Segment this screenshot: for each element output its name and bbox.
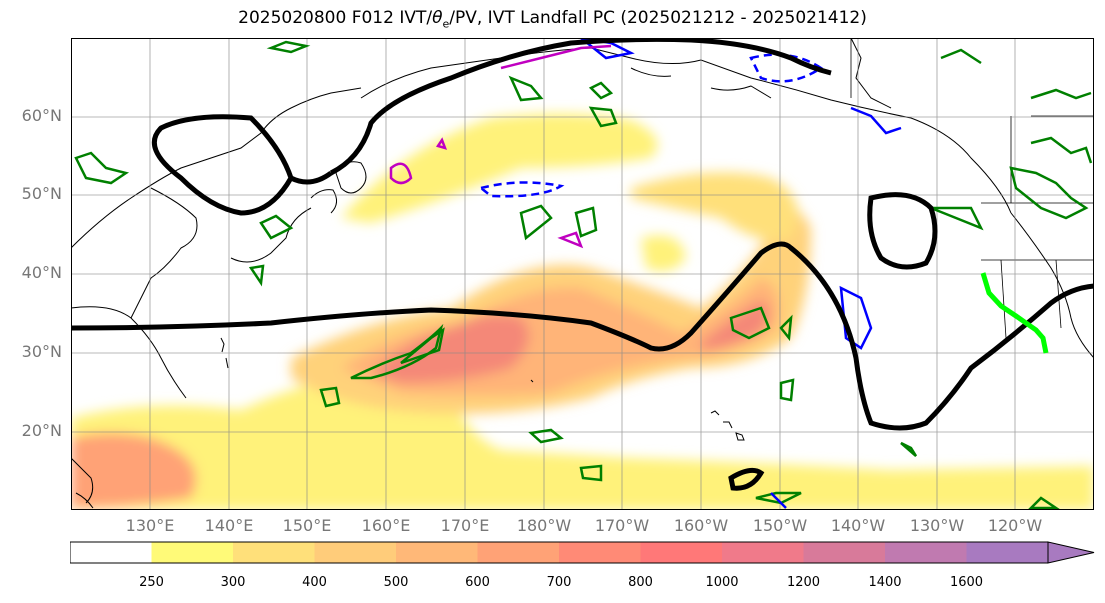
colorbar xyxy=(70,541,1095,564)
colorbar-tick-label: 250 xyxy=(139,575,164,590)
ivt-landfall-line xyxy=(980,272,1049,354)
colorbar-swatch xyxy=(477,542,560,563)
colorbar-outline xyxy=(70,541,1048,564)
state-borders xyxy=(850,38,1094,339)
colorbar-extend-arrow xyxy=(1047,541,1095,564)
theta-e-contours xyxy=(74,40,1093,510)
lon-label: 170°E xyxy=(440,516,490,535)
map-canvas xyxy=(71,38,1094,510)
colorbar-swatch xyxy=(640,542,723,563)
colorbar-swatch xyxy=(233,542,315,563)
pv-contours xyxy=(71,38,1094,491)
purple-contours xyxy=(389,44,612,249)
islands xyxy=(220,337,745,441)
lon-label: 170°W xyxy=(594,516,650,535)
colorbar-swatch xyxy=(396,542,478,563)
lon-label: 150°W xyxy=(752,516,808,535)
colorbar-tick-label: 700 xyxy=(546,575,572,590)
ivt-shading xyxy=(71,113,1094,510)
lat-label: 60°N xyxy=(21,106,62,125)
lon-label: 140°E xyxy=(204,516,254,535)
chart-title: 2025020800 F012 IVT/θe/PV, IVT Landfall … xyxy=(238,8,867,31)
lon-label: 140°W xyxy=(830,516,886,535)
colorbar-tick-label: 600 xyxy=(465,575,490,590)
colorbar-tick-label: 1200 xyxy=(786,575,821,590)
map-panel xyxy=(71,38,1094,510)
lat-label: 40°N xyxy=(21,263,62,282)
colorbar-tick-label: 800 xyxy=(628,575,653,590)
colorbar-tick-label: 1000 xyxy=(705,575,739,590)
colorbar-tick-label: 400 xyxy=(302,575,327,590)
lat-label: 20°N xyxy=(21,421,62,440)
colorbar-swatch xyxy=(803,542,886,563)
colorbar-swatch xyxy=(722,542,804,563)
colorbar-tick-label: 1400 xyxy=(868,575,902,590)
lon-label: 130°E xyxy=(125,516,175,535)
colorbar-swatch xyxy=(70,542,152,563)
lon-label: 160°W xyxy=(673,516,729,535)
lon-label: 130°W xyxy=(909,516,965,535)
lat-label: 50°N xyxy=(21,184,62,203)
lat-label: 30°N xyxy=(21,342,62,361)
colorbar-swatch xyxy=(559,542,641,563)
colorbar-swatch xyxy=(966,542,1049,563)
colorbar-swatch xyxy=(314,542,397,563)
colorbar-swatch xyxy=(885,542,967,563)
lon-label: 120°W xyxy=(987,516,1043,535)
colorbar-tick-label: 500 xyxy=(383,575,409,590)
lon-label: 150°E xyxy=(282,516,332,535)
lon-label: 160°E xyxy=(361,516,411,535)
colorbar-tick-label: 300 xyxy=(220,575,246,590)
colorbar-tick-label: 1600 xyxy=(949,575,984,590)
colorbar-swatch xyxy=(151,542,234,563)
lon-label: 180°W xyxy=(516,516,572,535)
